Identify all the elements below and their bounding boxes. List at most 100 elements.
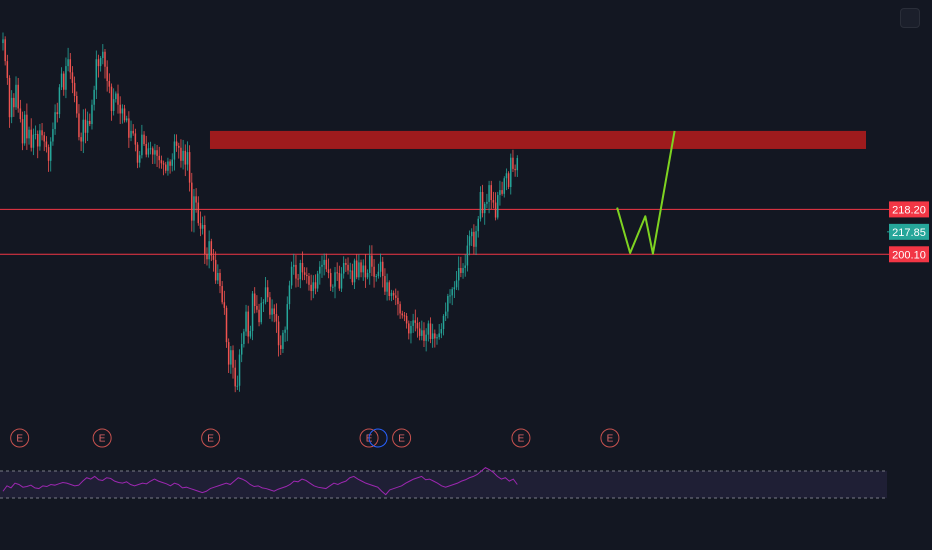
candle-body xyxy=(271,308,273,315)
earnings-marker[interactable]: E xyxy=(92,428,112,448)
candle xyxy=(238,349,241,392)
dividend-marker xyxy=(368,428,388,448)
candle xyxy=(15,76,17,110)
candle xyxy=(486,193,488,209)
candle xyxy=(308,272,310,291)
candle-body xyxy=(510,157,512,187)
candle xyxy=(156,144,158,167)
candle-body xyxy=(4,39,6,62)
candle xyxy=(373,259,375,288)
earnings-marker[interactable]: E xyxy=(10,428,30,448)
candle-body xyxy=(43,135,45,142)
candle xyxy=(371,245,373,277)
candle xyxy=(13,93,15,117)
candle-body xyxy=(431,333,434,340)
candle-body xyxy=(388,282,391,297)
candle-body xyxy=(386,282,388,292)
projection-path-layer xyxy=(616,130,676,255)
candle-body xyxy=(264,287,267,303)
candle xyxy=(89,113,91,127)
candle xyxy=(95,50,98,100)
candle-body xyxy=(193,196,195,221)
candle-body xyxy=(505,173,508,179)
candle xyxy=(115,91,117,103)
candle xyxy=(65,57,67,99)
candle-body xyxy=(514,168,516,171)
candle xyxy=(306,267,308,284)
candle-body xyxy=(89,120,91,125)
candle-body xyxy=(2,39,4,44)
candle xyxy=(408,320,410,340)
candle xyxy=(323,253,325,276)
candle xyxy=(277,315,280,357)
candle xyxy=(97,54,100,78)
candle xyxy=(492,191,495,209)
candle xyxy=(505,168,508,191)
candle-body xyxy=(21,119,24,144)
earnings-marker[interactable]: E xyxy=(511,428,531,448)
price-label-background xyxy=(889,201,929,218)
candle xyxy=(410,320,412,344)
candle xyxy=(34,125,37,140)
candle xyxy=(416,317,419,338)
candle-body xyxy=(128,118,130,138)
resistance-zone-layer xyxy=(209,130,867,149)
candle xyxy=(147,142,150,158)
candle-body xyxy=(30,129,32,148)
earnings-marker[interactable]: E xyxy=(201,428,221,448)
candle xyxy=(282,330,284,353)
candle xyxy=(386,273,388,301)
candle-body xyxy=(379,261,382,272)
candle xyxy=(63,71,65,96)
candle-body xyxy=(368,255,371,273)
candle-body xyxy=(47,147,50,161)
candle xyxy=(243,328,245,348)
candle xyxy=(397,290,399,316)
earnings-marker-label: E xyxy=(518,434,525,445)
candle xyxy=(260,297,262,325)
candle-body xyxy=(221,286,223,303)
candle xyxy=(510,153,512,195)
earnings-marker-circle xyxy=(392,428,412,448)
candle xyxy=(173,134,176,171)
candle-body xyxy=(390,292,393,297)
candle xyxy=(345,258,347,272)
candle xyxy=(56,102,58,123)
candle-body xyxy=(165,164,167,171)
candle-body xyxy=(227,342,230,365)
candle xyxy=(82,109,85,154)
candle-body xyxy=(334,272,336,287)
chart-settings-button[interactable] xyxy=(900,8,920,28)
candle xyxy=(457,256,460,291)
candle xyxy=(280,335,282,355)
price-axis-labels: 218.20 217.85 200.10 xyxy=(887,201,929,263)
candle-body xyxy=(186,152,189,165)
candle-body xyxy=(327,269,330,273)
candle-body xyxy=(180,147,182,161)
candle xyxy=(128,111,130,148)
candle xyxy=(512,149,514,172)
candle-body xyxy=(297,278,299,280)
candle xyxy=(342,256,345,279)
candle-body xyxy=(269,297,271,315)
candle-body xyxy=(464,265,466,268)
candle-body xyxy=(512,157,514,169)
candle-body xyxy=(167,161,169,171)
candle xyxy=(99,56,102,72)
candle-body xyxy=(19,108,22,120)
earnings-marker[interactable]: E xyxy=(600,428,620,448)
candle-body xyxy=(397,297,399,305)
candle-body xyxy=(143,134,145,144)
candle xyxy=(41,122,43,141)
candle xyxy=(514,164,516,177)
candle-body xyxy=(45,141,48,148)
rsi-band-fill xyxy=(0,471,887,498)
candle xyxy=(362,259,364,281)
candle xyxy=(154,143,156,164)
candle xyxy=(364,254,367,288)
earnings-marker[interactable]: E xyxy=(392,428,412,448)
earnings-marker-circle xyxy=(600,428,620,448)
candle xyxy=(271,299,273,322)
